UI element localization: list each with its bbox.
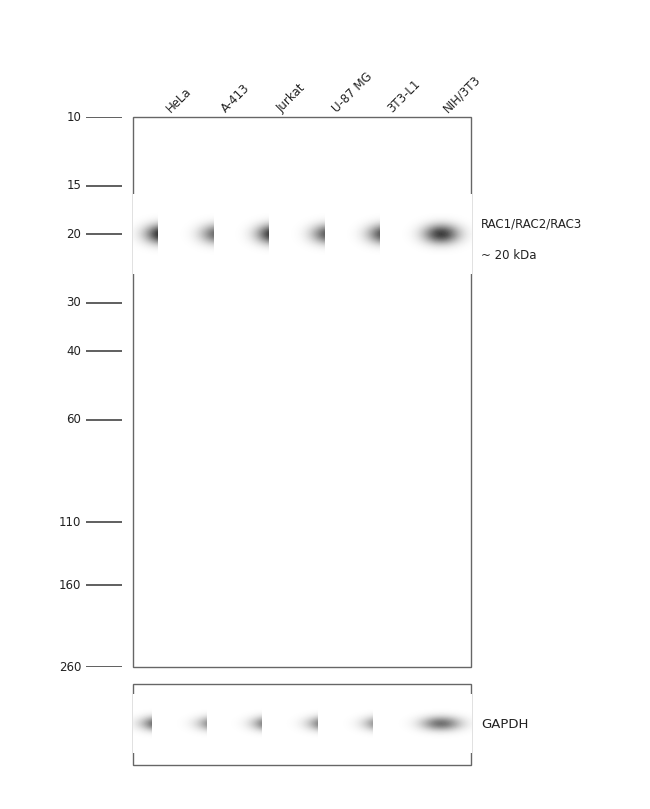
Text: HeLa: HeLa [164, 85, 194, 115]
Text: GAPDH: GAPDH [481, 718, 528, 731]
Text: U-87 MG: U-87 MG [330, 70, 375, 115]
Text: 260: 260 [59, 661, 81, 674]
Text: RAC1/RAC2/RAC3: RAC1/RAC2/RAC3 [481, 218, 582, 231]
Text: 60: 60 [66, 413, 81, 426]
Text: 40: 40 [66, 345, 81, 358]
Text: 20: 20 [66, 228, 81, 241]
Text: 10: 10 [66, 111, 81, 124]
Text: A-413: A-413 [219, 82, 253, 115]
Text: ~ 20 kDa: ~ 20 kDa [481, 249, 536, 262]
Text: 110: 110 [59, 515, 81, 528]
Text: 160: 160 [59, 579, 81, 592]
Text: NIH/3T3: NIH/3T3 [441, 73, 483, 115]
Text: Jurkat: Jurkat [274, 82, 308, 115]
Text: 3T3-L1: 3T3-L1 [385, 78, 423, 115]
Text: 15: 15 [66, 180, 81, 193]
Text: 30: 30 [67, 296, 81, 309]
